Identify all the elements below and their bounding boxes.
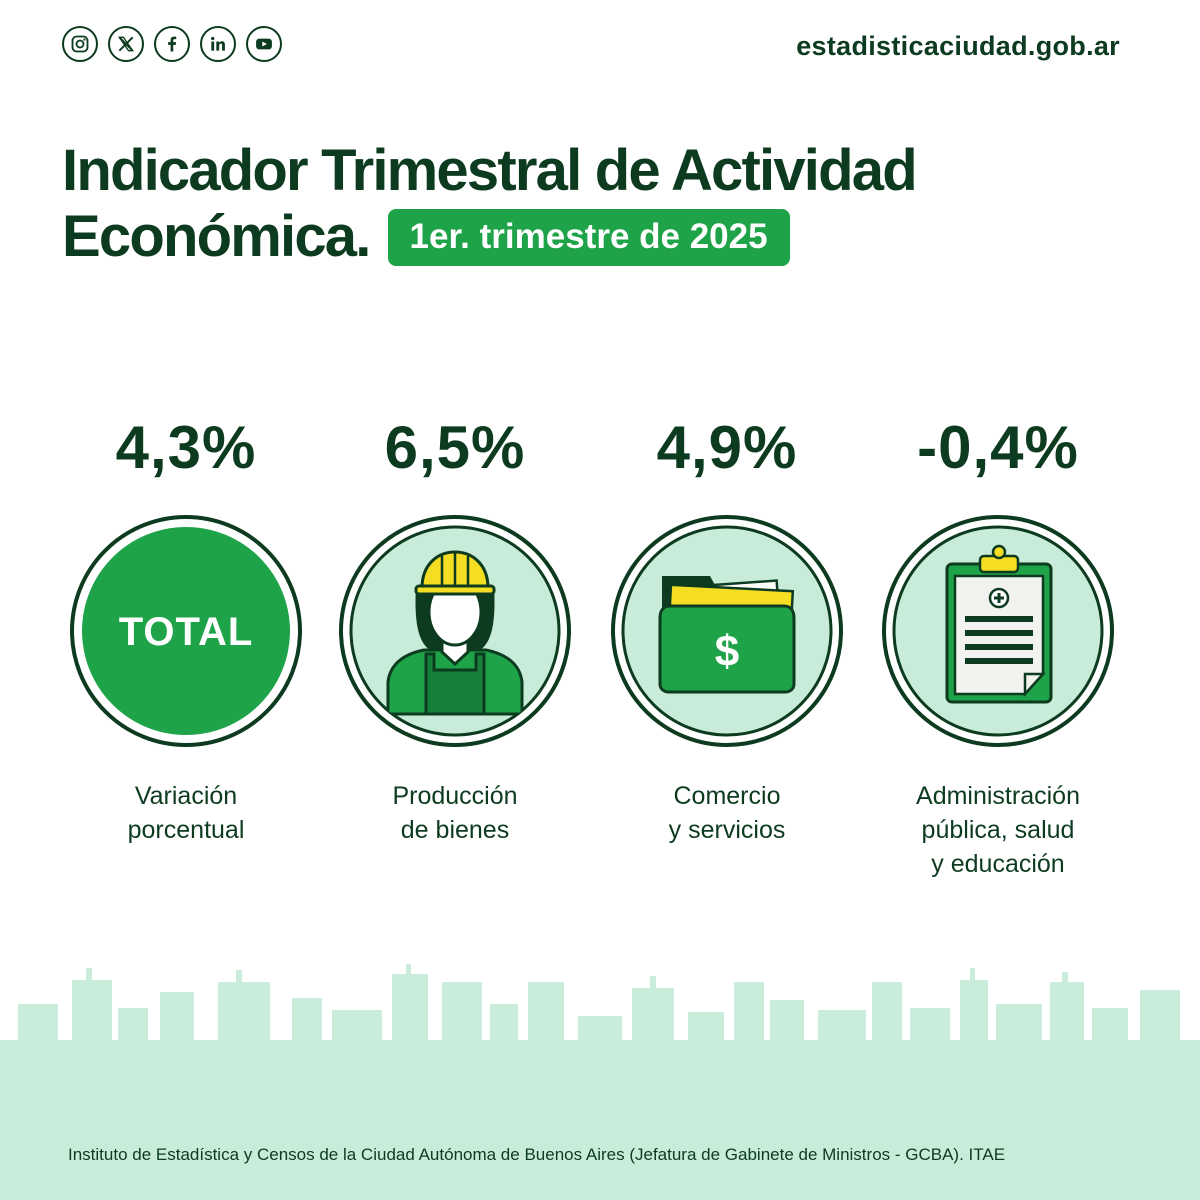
indicator-value: 6,5% [384, 414, 526, 481]
construction-worker-icon [339, 515, 571, 747]
city-skyline-illustration [0, 964, 1200, 1200]
medical-clipboard-icon [882, 515, 1114, 747]
money-folder-icon: $ [611, 515, 843, 747]
site-url[interactable]: estadisticaciudad.gob.ar [796, 31, 1120, 61]
title-line-1: Indicador Trimestral de Actividad [62, 138, 918, 203]
indicator-label: Variación porcentual [50, 779, 322, 847]
indicator-public-admin: -0,4% Administración pública, salud y ed… [862, 408, 1134, 881]
total-label: TOTAL [119, 610, 254, 654]
indicator-circle: TOTAL [69, 514, 303, 748]
indicator-total: 4,3% TOTAL Variación porcentual [50, 408, 322, 847]
youtube-icon[interactable] [246, 26, 282, 62]
label-line: pública, salud [921, 816, 1075, 844]
indicator-value: 4,3% [115, 414, 257, 481]
indicator-commerce: 4,9% $ Comercio y servicios [591, 408, 863, 847]
label-line: Variación [134, 782, 238, 810]
indicator-value: -0,4% [917, 414, 1079, 481]
indicator-goods: 6,5% Producción [319, 408, 591, 847]
indicator-circle [881, 514, 1115, 748]
label-line: Administración [916, 782, 1080, 810]
x-icon[interactable] [108, 26, 144, 62]
label-line: de bienes [400, 816, 510, 844]
indicator-circle [338, 514, 572, 748]
facebook-icon[interactable] [154, 26, 190, 62]
page-title: Indicador Trimestral de Actividad Económ… [62, 138, 918, 270]
footer-source: Instituto de Estadística y Censos de la … [68, 1145, 1006, 1164]
linkedin-icon[interactable] [200, 26, 236, 62]
indicator-label: Producción de bienes [319, 779, 591, 847]
indicator-label: Comercio y servicios [591, 779, 863, 847]
total-badge-icon: TOTAL [70, 515, 302, 747]
indicator-label: Administración pública, salud y educació… [862, 779, 1134, 881]
label-line: y servicios [668, 816, 786, 844]
social-links [62, 26, 282, 62]
title-line-2: Económica. [62, 204, 371, 269]
title-line-2-row: Económica. 1er. trimestre de 2025 [62, 204, 916, 270]
period-badge: 1er. trimestre de 2025 [387, 208, 790, 266]
label-line: porcentual [127, 816, 245, 844]
label-line: Comercio [673, 782, 781, 810]
indicator-value: 4,9% [656, 414, 798, 481]
label-line: Producción [392, 782, 518, 810]
indicator-circle: $ [610, 514, 844, 748]
svg-text:$: $ [715, 627, 739, 676]
instagram-icon[interactable] [62, 26, 98, 62]
label-line: y educación [931, 850, 1065, 878]
